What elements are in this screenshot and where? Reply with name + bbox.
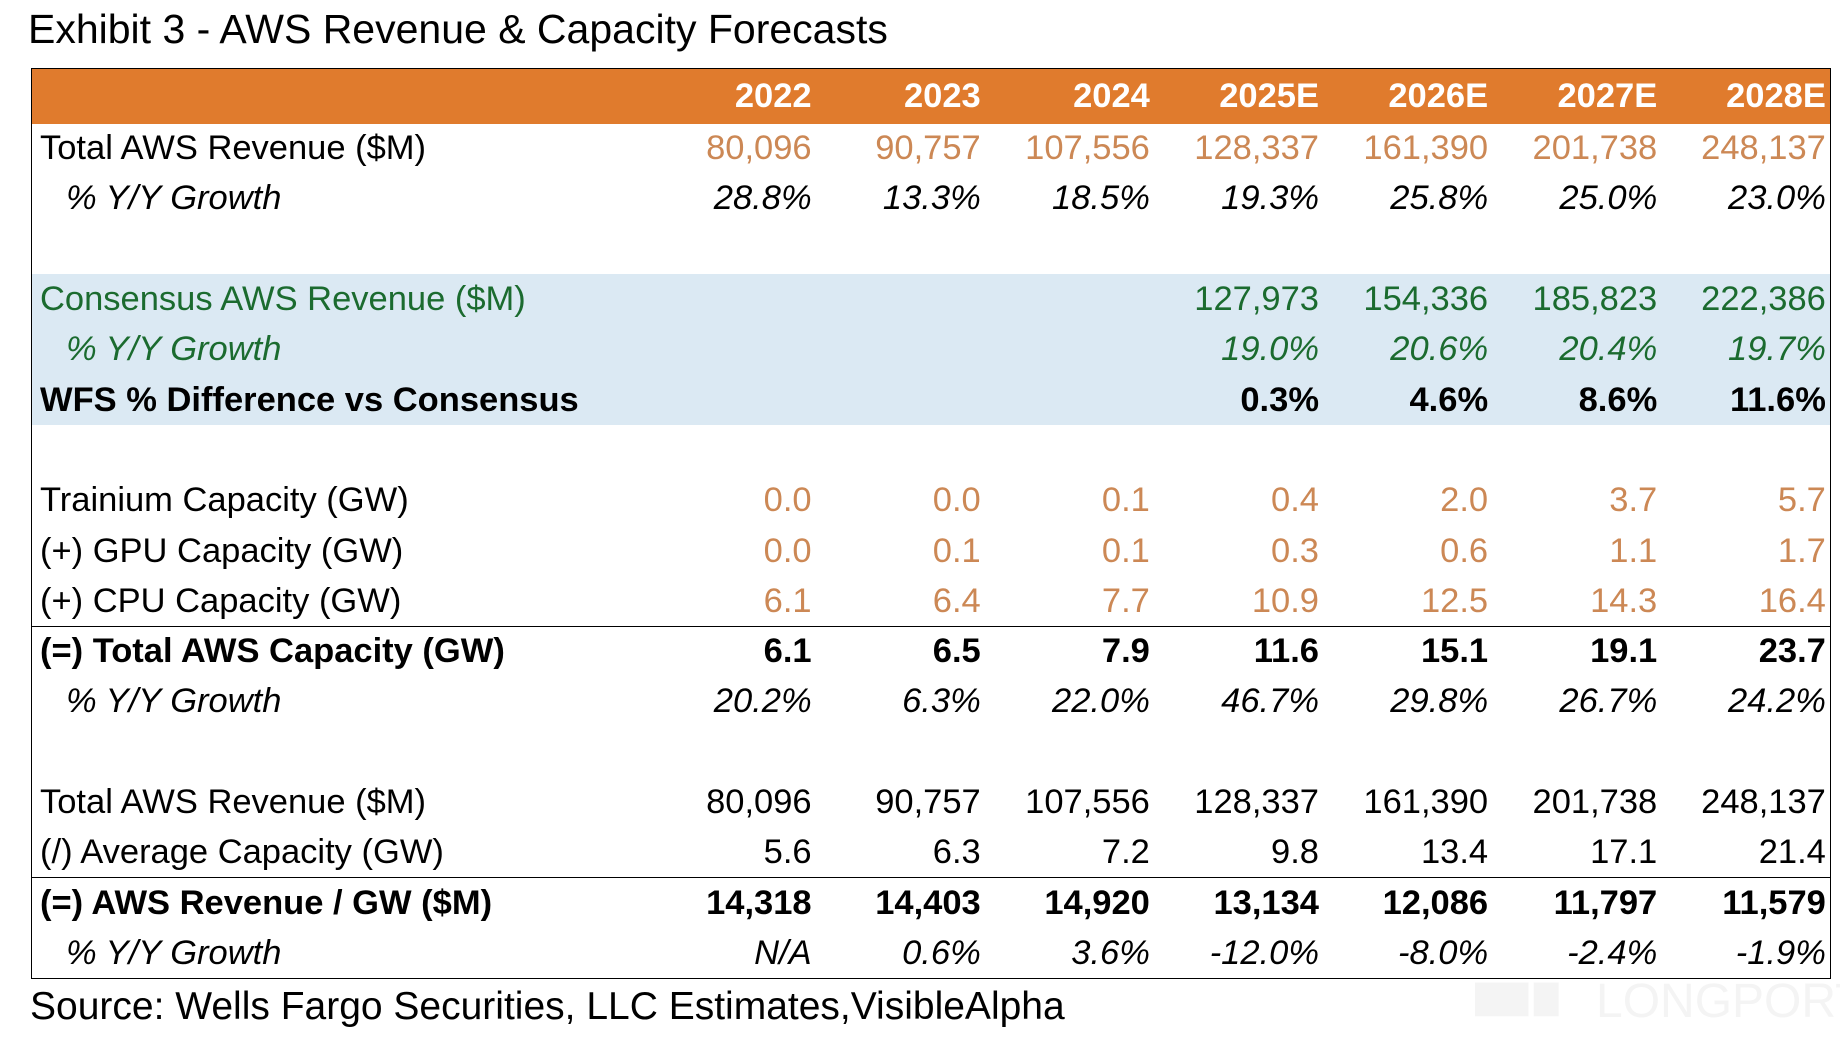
svg-text:LONGPORT: LONGPORT	[1596, 975, 1840, 1028]
